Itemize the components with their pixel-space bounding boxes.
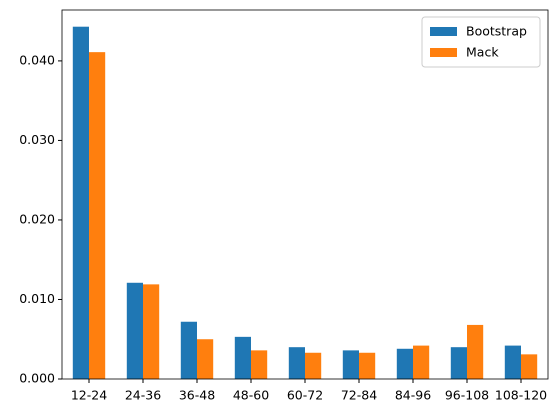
bar	[251, 350, 268, 379]
y-tick-label: 0.020	[19, 211, 55, 226]
y-tick-label: 0.000	[19, 371, 55, 386]
x-tick-label: 108-120	[495, 388, 547, 403]
bar	[413, 345, 430, 379]
bar	[305, 352, 322, 379]
bar	[197, 339, 214, 379]
x-tick-label: 48-60	[233, 388, 269, 403]
x-tick-label: 36-48	[179, 388, 215, 403]
y-tick-label: 0.040	[19, 52, 55, 67]
bar	[396, 348, 413, 379]
bar	[450, 347, 467, 379]
x-tick-label: 96-108	[445, 388, 489, 403]
bar	[234, 336, 251, 379]
bar	[89, 52, 106, 379]
bar	[342, 350, 359, 379]
bar	[143, 284, 160, 379]
plot-frame	[61, 9, 549, 380]
legend-label: Mack	[466, 45, 499, 60]
bar	[467, 324, 484, 379]
bar	[504, 345, 521, 379]
bar	[72, 26, 89, 379]
legend-label: Bootstrap	[466, 24, 527, 39]
x-tick-label: 84-96	[395, 388, 431, 403]
bar	[359, 352, 376, 379]
legend-swatch	[430, 48, 457, 57]
bar	[521, 354, 538, 379]
bar	[180, 321, 197, 379]
legend-swatch	[430, 27, 457, 36]
x-tick-label: 12-24	[71, 388, 107, 403]
x-tick-label: 24-36	[125, 388, 161, 403]
y-tick-label: 0.030	[19, 132, 55, 147]
bar	[126, 282, 143, 379]
y-tick-label: 0.010	[19, 291, 55, 306]
x-tick-label: 60-72	[287, 388, 323, 403]
bar	[288, 347, 305, 379]
x-tick-label: 72-84	[341, 388, 377, 403]
